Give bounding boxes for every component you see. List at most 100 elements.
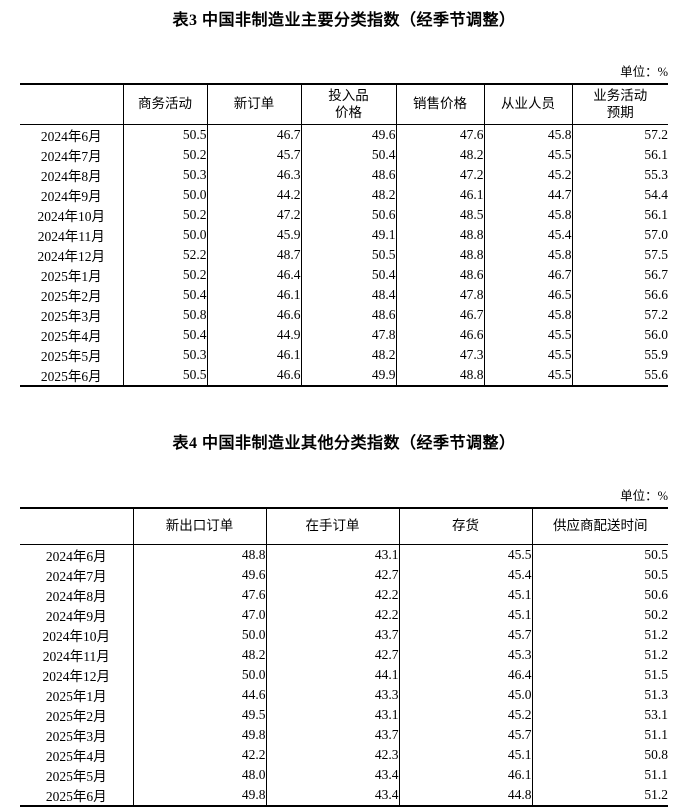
period-cell: 2025年1月: [20, 265, 123, 285]
value-cell: 56.1: [572, 205, 668, 225]
value-cell: 44.6: [133, 685, 266, 705]
column-header: 商务活动: [123, 84, 207, 124]
value-cell: 50.0: [133, 665, 266, 685]
value-cell: 56.7: [572, 265, 668, 285]
value-cell: 47.6: [396, 124, 484, 145]
value-cell: 46.6: [207, 305, 301, 325]
column-header: 从业人员: [484, 84, 572, 124]
period-cell: 2025年3月: [20, 725, 133, 745]
value-cell: 49.8: [133, 785, 266, 806]
column-header: 新订单: [207, 84, 301, 124]
value-cell: 47.0: [133, 605, 266, 625]
value-cell: 57.2: [572, 124, 668, 145]
value-cell: 45.8: [484, 245, 572, 265]
period-cell: 2024年10月: [20, 625, 133, 645]
period-cell: 2024年12月: [20, 665, 133, 685]
value-cell: 46.1: [396, 185, 484, 205]
value-cell: 46.4: [399, 665, 532, 685]
column-header: 业务活动 预期: [572, 84, 668, 124]
period-cell: 2025年4月: [20, 745, 133, 765]
value-cell: 50.5: [123, 124, 207, 145]
period-header-cell: [20, 84, 123, 124]
value-cell: 54.4: [572, 185, 668, 205]
period-cell: 2025年6月: [20, 785, 133, 806]
value-cell: 45.5: [484, 345, 572, 365]
value-cell: 42.3: [266, 745, 399, 765]
value-cell: 46.1: [207, 345, 301, 365]
value-cell: 44.7: [484, 185, 572, 205]
value-cell: 50.2: [532, 605, 668, 625]
value-cell: 43.4: [266, 765, 399, 785]
value-cell: 48.2: [396, 145, 484, 165]
value-cell: 46.3: [207, 165, 301, 185]
value-cell: 48.5: [396, 205, 484, 225]
table3-section: 表3 中国非制造业主要分类指数（经季节调整） 单位：% 商务活动新订单投入品 价…: [0, 0, 688, 387]
value-cell: 44.2: [207, 185, 301, 205]
value-cell: 50.8: [123, 305, 207, 325]
value-cell: 50.4: [123, 285, 207, 305]
value-cell: 45.3: [399, 645, 532, 665]
value-cell: 50.2: [123, 205, 207, 225]
value-cell: 56.0: [572, 325, 668, 345]
value-cell: 50.0: [133, 625, 266, 645]
value-cell: 43.7: [266, 625, 399, 645]
value-cell: 43.3: [266, 685, 399, 705]
value-cell: 51.1: [532, 765, 668, 785]
value-cell: 50.0: [123, 225, 207, 245]
value-cell: 51.5: [532, 665, 668, 685]
period-cell: 2024年11月: [20, 645, 133, 665]
value-cell: 47.3: [396, 345, 484, 365]
value-cell: 48.7: [207, 245, 301, 265]
table4-title: 表4 中国非制造业其他分类指数（经季节调整）: [0, 387, 688, 453]
table4-unit-label: 单位：%: [620, 489, 668, 503]
value-cell: 48.8: [396, 365, 484, 386]
period-header-cell: [20, 508, 133, 545]
value-cell: 48.8: [133, 545, 266, 566]
value-cell: 49.9: [301, 365, 396, 386]
value-cell: 45.8: [484, 205, 572, 225]
value-cell: 46.5: [484, 285, 572, 305]
header-row: 商务活动新订单投入品 价格销售价格从业人员业务活动 预期: [20, 84, 668, 124]
period-cell: 2024年8月: [20, 165, 123, 185]
period-cell: 2025年1月: [20, 685, 133, 705]
value-cell: 50.5: [123, 365, 207, 386]
value-cell: 42.2: [266, 585, 399, 605]
column-header: 在手订单: [266, 508, 399, 545]
value-cell: 43.1: [266, 705, 399, 725]
column-header: 销售价格: [396, 84, 484, 124]
value-cell: 50.4: [301, 145, 396, 165]
value-cell: 42.7: [266, 565, 399, 585]
value-cell: 55.3: [572, 165, 668, 185]
value-cell: 47.8: [396, 285, 484, 305]
value-cell: 43.1: [266, 545, 399, 566]
value-cell: 42.2: [133, 745, 266, 765]
period-cell: 2025年2月: [20, 705, 133, 725]
value-cell: 45.5: [484, 365, 572, 386]
value-cell: 47.8: [301, 325, 396, 345]
value-cell: 47.6: [133, 585, 266, 605]
period-cell: 2025年5月: [20, 765, 133, 785]
value-cell: 46.1: [207, 285, 301, 305]
value-cell: 48.0: [133, 765, 266, 785]
value-cell: 56.1: [572, 145, 668, 165]
value-cell: 45.4: [484, 225, 572, 245]
column-header: 供应商配送时间: [532, 508, 668, 545]
